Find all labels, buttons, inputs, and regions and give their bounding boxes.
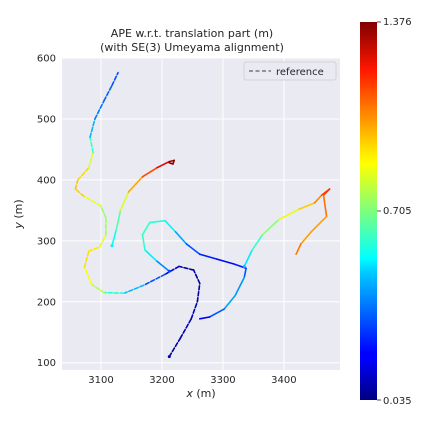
trajectory-segment [208,308,225,318]
trajectory-point [110,244,114,248]
trajectory-segment [174,230,188,245]
trajectory-segment [185,243,201,256]
x-tick-label: 3400 [271,375,296,386]
chart-subtitle: (with SE(3) Umeyama alignment) [100,41,284,54]
x-tick-label: 3300 [210,375,235,386]
trajectory-segment [98,233,107,248]
trajectory-segment [103,291,125,295]
trajectory-segment [310,215,328,233]
trajectory-segment [141,233,146,251]
trajectory-segment [141,166,158,178]
legend: reference [243,61,337,81]
y-tick-label: 500 [37,114,56,125]
trajectory-segment [243,249,254,268]
trajectory-segment [168,162,174,165]
trajectory-segment [88,246,101,252]
trajectory-segment [298,202,316,210]
trajectory-segment [74,188,85,198]
trajectory-segment [94,99,105,120]
trajectory-segment [103,84,113,102]
y-tick-label: 400 [37,175,56,186]
trajectory-segment [322,188,331,196]
colorbar-mid-label: 0.705 [383,206,412,217]
trajectory-segment [251,233,264,251]
trajectory-segment [322,194,328,218]
colorbar-ticks: 1.376 0.705 0.035 [377,17,412,407]
colorbar-max-label: 1.376 [383,17,412,28]
trajectory-segment [178,265,195,271]
trajectory-segment [148,219,166,224]
trajectory-point [242,264,246,268]
trajectory-segment [99,204,107,219]
trajectory-segment [111,71,119,87]
y-tick-label: 100 [37,358,56,369]
trajectory-point [167,269,171,273]
trajectory-segment [216,258,235,265]
trajectory-segment [179,318,193,340]
trajectory-segment [234,276,246,297]
trajectory-segment [89,136,94,154]
trajectory-segment [83,195,102,207]
trajectory-segment [164,265,180,276]
x-tick-label: 3100 [88,375,113,386]
trajectory-segment [313,194,323,204]
trajectory-segment [111,229,118,247]
trajectory-segment [123,284,145,295]
series-group [74,71,331,359]
trajectory-segment [115,209,122,231]
trajectory-segment [89,118,96,139]
trajectory-segment [83,266,93,286]
y-tick-label: 200 [37,297,56,308]
legend-entry-reference: reference [276,67,324,78]
trajectory-segment [144,249,157,262]
trajectory-segment [91,283,105,294]
trajectory-segment [119,191,130,212]
trajectory-segment [141,221,151,236]
trajectory-segment [127,176,144,193]
x-axis-label: x (m) [185,387,215,400]
y-axis-label: y (m) [12,199,25,229]
trajectory-segment [192,269,201,285]
trajectory-point [167,355,171,359]
chart-title: APE w.r.t. translation part (m) [111,27,273,40]
trajectory-segment [164,219,177,233]
trajectory-segment [223,294,236,310]
trajectory-segment [190,300,199,320]
trajectory-segment [198,253,218,260]
x-tick-label: 3200 [149,375,174,386]
trajectory-segment [74,179,79,190]
trajectory-segment [278,208,300,221]
trajectory-segment [155,259,171,273]
trajectory-segment [168,337,182,358]
trajectory-segment [295,243,302,256]
legend-box [243,61,337,81]
trajectory-segment [243,267,247,279]
trajectory-segment [77,166,90,181]
trajectory-segment [261,218,280,236]
grid [62,57,340,370]
trajectory-segment [196,282,201,303]
trajectory-segment [300,230,313,245]
trajectory-segment [142,273,166,287]
tick-labels: 3100 3200 3300 3400 100 200 300 400 500 600 [37,54,297,387]
trajectory-segment [83,250,90,268]
y-tick-label: 600 [37,54,56,65]
trajectory-segment [88,151,94,169]
colorbar-min-label: 0.035 [383,396,412,407]
trajectory-segment [198,316,211,320]
y-tick-label: 300 [37,236,56,247]
colorbar [360,22,377,400]
trajectory-segment [156,160,171,169]
